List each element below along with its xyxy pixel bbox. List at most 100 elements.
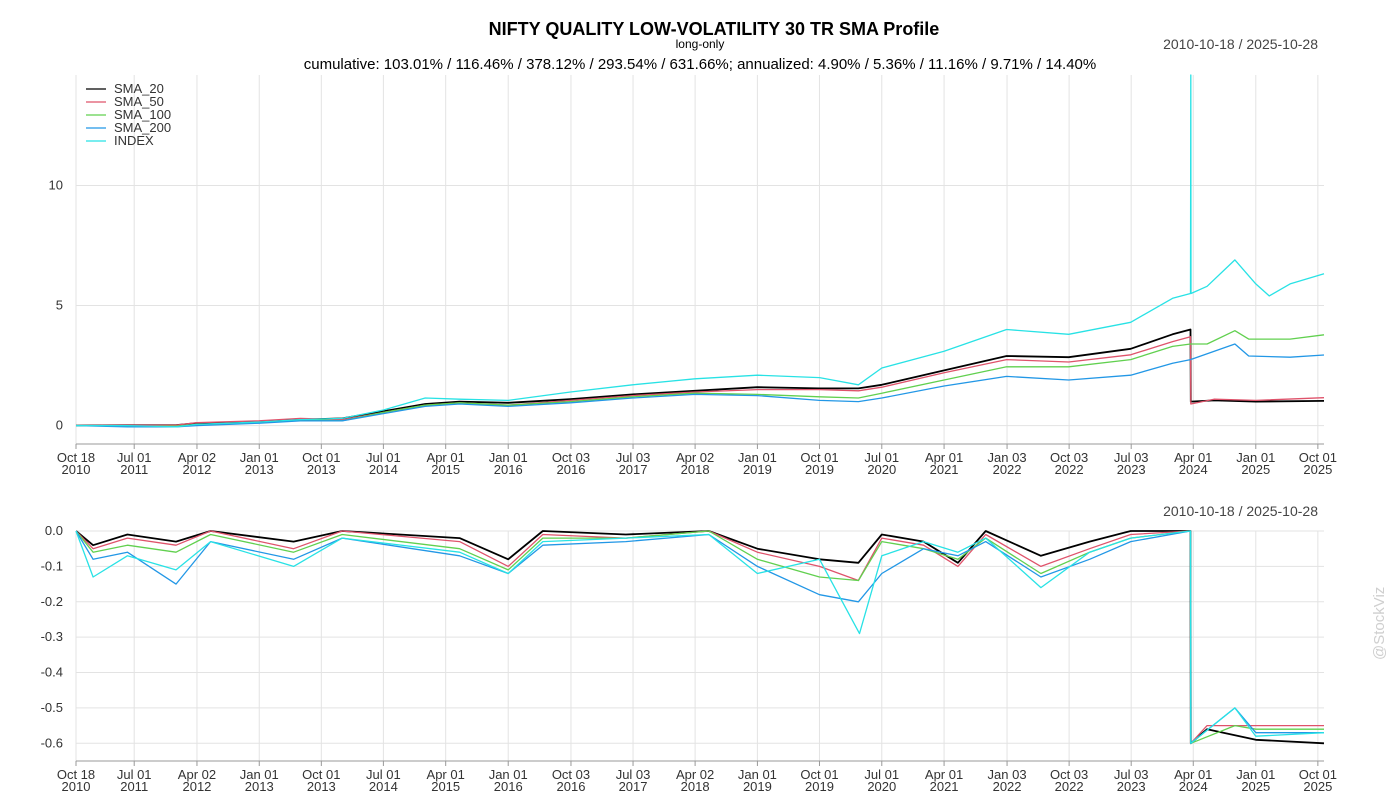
series-line-sma-200-drawdown	[75, 530, 1324, 744]
x-tick-year: 2019	[805, 779, 834, 794]
legend-label-sma-50: SMA_50	[114, 94, 164, 109]
x-tick-year: 2013	[245, 462, 274, 477]
y-tick-label: -0.1	[41, 558, 63, 573]
x-tick-year: 2023	[1117, 462, 1146, 477]
legend-label-sma-20: SMA_20	[114, 81, 164, 96]
x-tick-year: 2012	[182, 462, 211, 477]
chart-header: NIFTY QUALITY LOW-VOLATILITY 30 TR SMA P…	[304, 19, 1318, 519]
x-tick-label: Jul 01	[117, 450, 152, 465]
x-tick-label: Jan 01	[489, 767, 528, 782]
x-tick-label: Apr 01	[1174, 767, 1212, 782]
x-tick-label: Jan 01	[1236, 767, 1275, 782]
chart-title: NIFTY QUALITY LOW-VOLATILITY 30 TR SMA P…	[489, 19, 940, 39]
legend-label-index: INDEX	[114, 133, 154, 148]
x-tick-label: Apr 02	[676, 450, 714, 465]
x-tick-label: Oct 03	[1050, 450, 1088, 465]
x-tick-year: 2019	[805, 462, 834, 477]
x-tick-year: 2011	[120, 779, 148, 794]
x-tick-label: Apr 02	[178, 450, 216, 465]
x-tick-label: Jan 01	[1236, 450, 1275, 465]
x-tick-label: Jan 01	[240, 450, 279, 465]
x-tick-year: 2013	[307, 462, 336, 477]
x-tick-year: 2025	[1303, 462, 1332, 477]
x-tick-label: Jan 01	[738, 767, 777, 782]
x-tick-year: 2020	[867, 779, 896, 794]
x-tick-label: Oct 18	[57, 767, 95, 782]
x-tick-label: Apr 02	[676, 767, 714, 782]
x-tick-year: 2016	[494, 779, 523, 794]
legend-label-sma-200: SMA_200	[114, 120, 171, 135]
x-tick-label: Oct 01	[800, 450, 838, 465]
x-tick-label: Jul 01	[117, 767, 152, 782]
x-tick-label: Apr 01	[427, 767, 465, 782]
x-tick-label: Apr 01	[925, 450, 963, 465]
watermark: @StockViz	[1371, 587, 1388, 660]
x-tick-label: Jan 03	[988, 450, 1027, 465]
series-line-sma-50	[75, 336, 1325, 427]
x-tick-label: Oct 03	[552, 767, 590, 782]
x-tick-label: Jan 01	[738, 450, 777, 465]
x-tick-label: Jul 01	[366, 767, 401, 782]
x-tick-year: 2017	[619, 462, 648, 477]
y-tick-label: -0.6	[41, 735, 63, 750]
x-tick-year: 2025	[1241, 779, 1270, 794]
y-tick-label: -0.4	[41, 665, 63, 680]
x-tick-label: Jul 03	[616, 450, 651, 465]
x-tick-label: Jul 01	[366, 450, 401, 465]
x-tick-label: Jul 01	[864, 767, 899, 782]
y-tick-label: -0.2	[41, 594, 63, 609]
x-tick-year: 2018	[681, 779, 710, 794]
x-tick-year: 2016	[494, 462, 523, 477]
x-tick-year: 2019	[743, 462, 772, 477]
x-tick-year: 2016	[557, 779, 586, 794]
y-tick-label: 0.0	[45, 523, 63, 538]
x-tick-label: Apr 01	[925, 767, 963, 782]
series-line-index-drawdown	[75, 530, 1325, 744]
x-tick-year: 2017	[619, 779, 648, 794]
date-range-bottom: 2010-10-18 / 2025-10-28	[1163, 503, 1318, 519]
chart-subtitle: long-only	[676, 37, 725, 51]
x-tick-year: 2020	[867, 462, 896, 477]
x-tick-label: Apr 02	[178, 767, 216, 782]
x-tick-label: Jan 03	[988, 767, 1027, 782]
x-tick-label: Jul 01	[864, 450, 899, 465]
x-tick-label: Oct 01	[800, 767, 838, 782]
x-tick-label: Apr 01	[427, 450, 465, 465]
x-tick-year: 2012	[182, 779, 211, 794]
x-tick-year: 2011	[120, 462, 148, 477]
series-line-index	[76, 74, 1325, 428]
x-tick-label: Jan 01	[240, 767, 279, 782]
x-tick-year: 2022	[993, 779, 1022, 794]
y-tick-label: 10	[49, 177, 63, 192]
x-tick-label: Oct 01	[302, 450, 340, 465]
x-tick-year: 2024	[1179, 462, 1208, 477]
date-range-top: 2010-10-18 / 2025-10-28	[1163, 36, 1318, 52]
series-line-sma-50-drawdown	[75, 530, 1324, 744]
x-tick-year: 2013	[307, 779, 336, 794]
x-tick-label: Oct 01	[302, 767, 340, 782]
x-tick-label: Apr 01	[1174, 450, 1212, 465]
x-tick-year: 2025	[1241, 462, 1270, 477]
x-tick-year: 2021	[930, 779, 959, 794]
x-tick-year: 2015	[431, 462, 460, 477]
x-tick-label: Oct 03	[552, 450, 590, 465]
y-tick-label: -0.3	[41, 629, 63, 644]
y-tick-label: -0.5	[41, 700, 63, 715]
x-tick-year: 2024	[1179, 779, 1208, 794]
x-tick-label: Jul 03	[1114, 767, 1149, 782]
x-tick-year: 2022	[1055, 462, 1084, 477]
x-tick-year: 2013	[245, 779, 274, 794]
x-tick-label: Oct 01	[1299, 767, 1337, 782]
x-tick-year: 2022	[1055, 779, 1084, 794]
x-tick-year: 2014	[369, 462, 398, 477]
x-tick-year: 2019	[743, 779, 772, 794]
series-line-sma-20	[75, 328, 1325, 427]
legend-label-sma-100: SMA_100	[114, 107, 171, 122]
x-tick-label: Oct 18	[57, 450, 95, 465]
x-tick-year: 2016	[557, 462, 586, 477]
x-tick-year: 2015	[431, 779, 460, 794]
x-tick-year: 2021	[930, 462, 959, 477]
